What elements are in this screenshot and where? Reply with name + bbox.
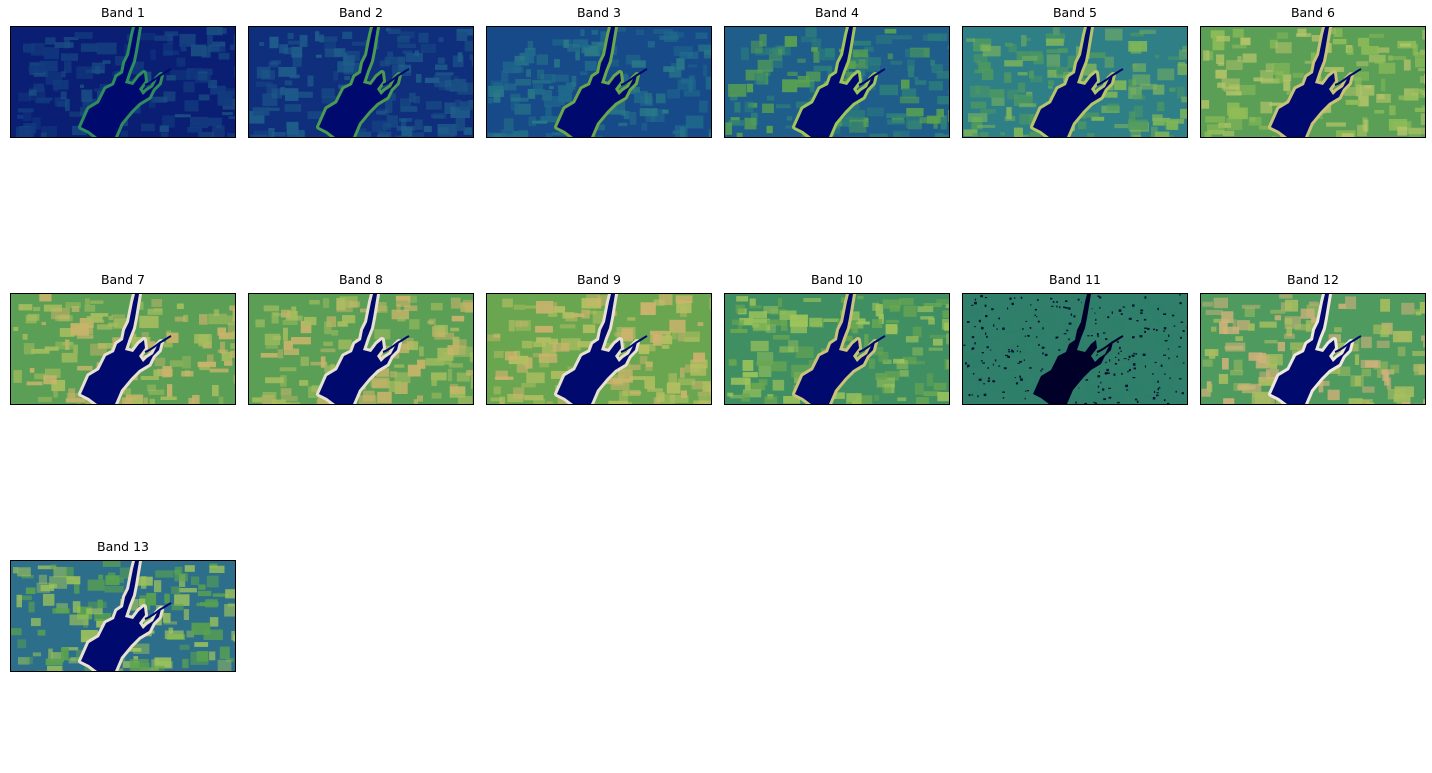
band-title: Band 2	[338, 5, 384, 20]
band-title: Band 1	[100, 5, 146, 20]
band-image	[724, 293, 950, 405]
band-image	[1200, 26, 1426, 138]
band-image	[486, 26, 712, 138]
band-image	[1200, 293, 1426, 405]
band-image	[486, 293, 712, 405]
band-title: Band 12	[1287, 272, 1339, 287]
band-image	[962, 293, 1188, 405]
band-title: Band 8	[338, 272, 384, 287]
band-title: Band 13	[97, 539, 149, 554]
band-image	[248, 26, 474, 138]
band-title: Band 5	[1052, 5, 1098, 20]
band-image	[724, 26, 950, 138]
band-title: Band 10	[811, 272, 863, 287]
band-image	[10, 26, 236, 138]
band-title: Band 6	[1290, 5, 1336, 20]
band-title: Band 9	[576, 272, 622, 287]
band-title: Band 3	[576, 5, 622, 20]
band-image	[10, 560, 236, 672]
band-title: Band 11	[1049, 272, 1101, 287]
band-image	[962, 26, 1188, 138]
band-title: Band 7	[100, 272, 146, 287]
band-image	[248, 293, 474, 405]
band-title: Band 4	[814, 5, 860, 20]
band-image	[10, 293, 236, 405]
